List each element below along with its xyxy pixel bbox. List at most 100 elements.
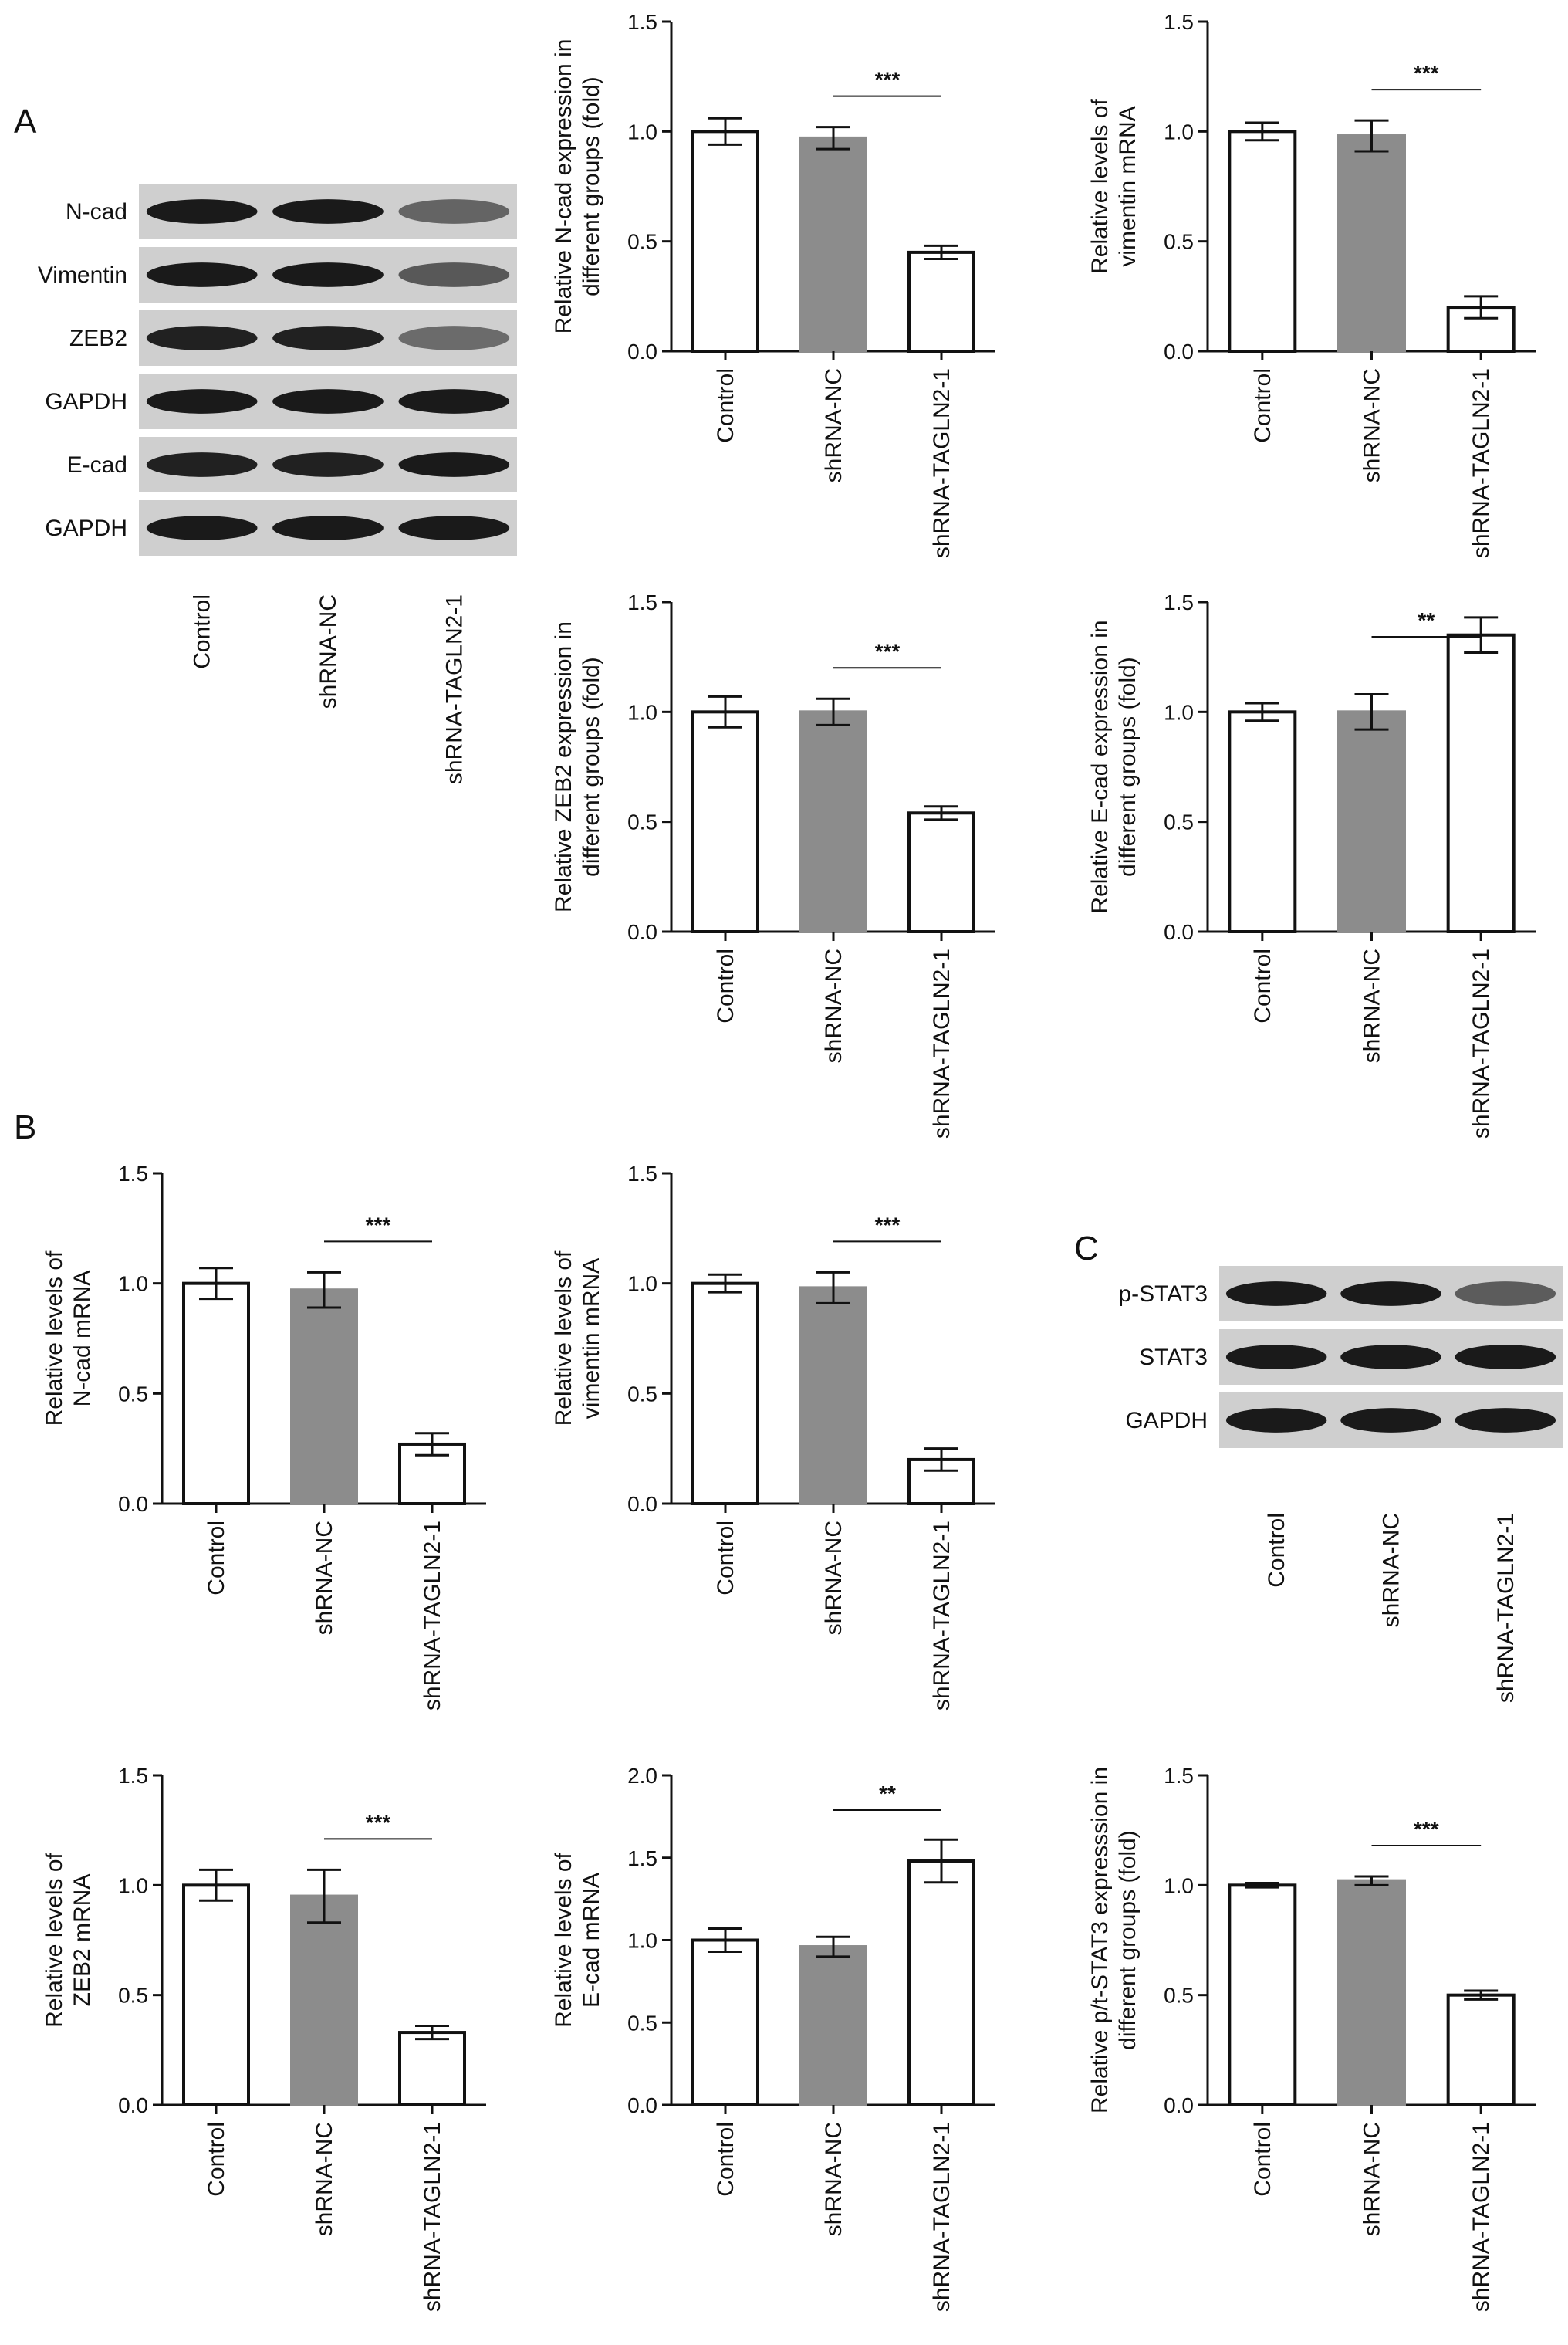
blot-row-label: p-STAT3 [1118, 1281, 1208, 1307]
x-category-label: Control [713, 368, 738, 443]
y-axis-label: Relative N-cad expression in different gr… [551, 39, 604, 334]
y-tick-label: 2.0 [627, 1764, 657, 1788]
blot-band [146, 452, 258, 477]
x-category-label: shRNA-NC [821, 1521, 847, 1635]
bar-shrna-nc [799, 1945, 867, 2107]
bar-shrna-nc [1337, 1879, 1406, 2106]
y-axis-label-line: E-cad mRNA [579, 1873, 604, 2008]
blot-band [398, 262, 510, 287]
x-category-label: shRNA-TAGLN2-1 [929, 368, 955, 558]
y-tick-label: 0.5 [627, 810, 657, 834]
blot-band [272, 326, 384, 350]
error-bar [708, 1273, 742, 1294]
blot-band [1225, 1281, 1327, 1306]
blot-band [398, 326, 510, 350]
bar-shrna-nc [1337, 710, 1406, 933]
bar-control [182, 1883, 250, 2106]
bar-chart-6: 0.0 0.5 1.0 1.5 Control shRNA-NC shRNA-TAGLN2-… [551, 1162, 995, 1711]
blot-row-p-stat3: p-STAT3 [1118, 1266, 1563, 1321]
x-category-label: Control [713, 949, 738, 1024]
significance-marker: *** [875, 68, 901, 92]
error-bar [307, 1271, 341, 1309]
blot-row-label: Vimentin [38, 262, 127, 288]
x-category-label: Control [1250, 949, 1276, 1024]
blot-row-label: STAT3 [1139, 1345, 1208, 1370]
bar-control [691, 1281, 759, 1505]
error-bar [1245, 702, 1279, 722]
significance-marker: *** [366, 1213, 391, 1237]
y-axis-label-line: vimentin mRNA [1115, 106, 1141, 266]
bar-chart-9: 0.0 0.5 1.0 1.5 Control shRNA-NC shRNA-TAGLN2-… [1087, 1764, 1536, 2312]
y-tick-label: 0.0 [627, 1492, 657, 1516]
x-category-label: shRNA-NC [312, 2122, 337, 2236]
x-category-label: shRNA-NC [821, 949, 847, 1063]
error-bar [307, 1868, 341, 1924]
blot-row-vimentin: Vimentin [38, 247, 517, 303]
y-axis-label-line: Relative p/t-STAT3 expresssion in [1087, 1767, 1113, 2113]
blot-band [146, 516, 258, 540]
blot-lane-label: Control [190, 594, 215, 669]
significance-marker: ** [879, 1782, 896, 1805]
blot-row-label: ZEB2 [69, 326, 127, 351]
bar-shrna-nc [799, 136, 867, 354]
error-bar [1464, 295, 1499, 320]
blot-band [272, 262, 384, 287]
panel-label-c: C [1074, 1230, 1099, 1267]
x-category-label: Control [713, 1521, 738, 1595]
bar-shrna-tagln2-1 [1446, 633, 1516, 933]
bar-shrna-nc [799, 710, 867, 933]
y-axis-label: Relative levels of vimentin mRNA [551, 1250, 604, 1426]
y-tick-label: 1.0 [1164, 120, 1194, 144]
x-category-label: shRNA-NC [1360, 368, 1385, 482]
error-bar [816, 126, 850, 151]
x-category-label: shRNA-TAGLN2-1 [1468, 2122, 1494, 2312]
y-tick-label: 1.5 [118, 1162, 148, 1186]
y-axis-label: Relative levels of ZEB2 mRNA [42, 1852, 95, 2027]
bar-control [691, 1938, 759, 2106]
y-axis-label-line: Relative levels of [551, 1852, 576, 2027]
y-axis-label-line: Relative levels of [42, 1852, 67, 2027]
error-bar [1245, 1881, 1279, 1889]
error-bar [816, 1271, 850, 1304]
blot-band [272, 199, 384, 224]
y-axis-label: Relative levels of vimentin mRNA [1087, 98, 1141, 273]
x-category-label: shRNA-NC [821, 368, 847, 482]
bar-control [1228, 1883, 1297, 2106]
x-category-label: shRNA-TAGLN2-1 [420, 2122, 445, 2312]
blot-band [398, 389, 510, 414]
y-tick-label: 1.5 [627, 10, 657, 34]
bar-chart-7: 0.0 0.5 1.0 1.5 Control shRNA-NC shRNA-TAGLN2-… [42, 1764, 486, 2312]
blot-row-gapdh: GAPDH [45, 374, 517, 429]
y-tick-label: 1.0 [118, 1272, 148, 1296]
significance-marker: ** [1418, 608, 1435, 632]
y-tick-label: 0.5 [627, 1382, 657, 1406]
y-tick-label: 0.0 [1164, 340, 1194, 364]
blot-lane-label: shRNA-TAGLN2-1 [1493, 1513, 1519, 1703]
y-axis-label: Relative levels of N-cad mRNA [42, 1250, 95, 1426]
x-category-label: shRNA-TAGLN2-1 [1468, 949, 1494, 1139]
y-tick-label: 0.0 [118, 2093, 148, 2117]
error-bar [708, 117, 742, 146]
error-bar [1354, 693, 1389, 731]
y-axis-label-line: different groups (fold) [579, 76, 604, 296]
y-tick-label: 1.0 [118, 1873, 148, 1897]
significance-marker: *** [366, 1810, 391, 1834]
y-tick-label: 0.5 [1164, 230, 1194, 254]
x-category-label: shRNA-TAGLN2-1 [929, 1521, 955, 1711]
western-blot-a: N-cad Vimentin ZEB2 GAPDH E-cad GAPDH Control s… [38, 184, 517, 784]
blot-row-label: E-cad [67, 452, 127, 478]
blot-band [1455, 1345, 1556, 1369]
error-bar [1354, 119, 1389, 153]
error-bar [415, 2025, 449, 2041]
blot-row-label: GAPDH [45, 516, 127, 541]
bar-chart-1: 0.0 0.5 1.0 1.5 Control shRNA-NC shRNA-TAGLN2-… [551, 10, 995, 558]
blot-row-label: GAPDH [45, 389, 127, 415]
blot-row-gapdh: GAPDH [1125, 1392, 1563, 1448]
y-tick-label: 0.0 [118, 1492, 148, 1516]
y-axis-label-line: different groups (fold) [1115, 657, 1141, 877]
x-category-label: shRNA-TAGLN2-1 [1468, 368, 1494, 558]
y-tick-label: 0.0 [627, 920, 657, 944]
western-blots: N-cad Vimentin ZEB2 GAPDH E-cad GAPDH Control s… [38, 184, 1563, 1703]
y-tick-label: 1.0 [627, 700, 657, 724]
y-axis-label-line: different groups (fold) [1115, 1830, 1141, 2050]
